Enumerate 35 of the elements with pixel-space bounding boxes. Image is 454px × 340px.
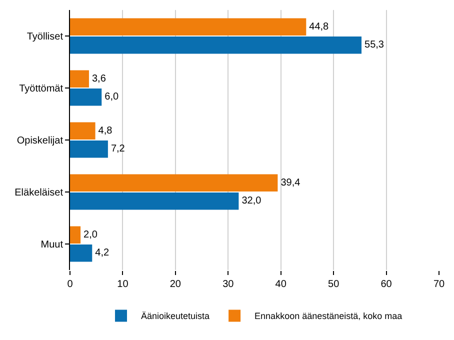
bar <box>70 122 96 140</box>
y-tick-label: Työlliset <box>26 32 64 42</box>
data-label: 3,6 <box>92 73 106 84</box>
bar <box>70 36 362 54</box>
y-tick-label: Eläkeläiset <box>14 188 64 198</box>
bar <box>70 192 239 210</box>
bar <box>70 70 89 88</box>
data-label: 7,2 <box>110 144 126 155</box>
legend-label: Ennakkoon äänestäneistä, koko maa <box>254 311 402 322</box>
x-tick-label: 60 <box>380 279 392 290</box>
x-tick-label: 10 <box>117 279 129 290</box>
x-tick-label: 70 <box>433 279 445 290</box>
data-label: 2,0 <box>84 229 98 240</box>
y-tick-label: Muut <box>40 240 64 250</box>
bar <box>70 88 102 106</box>
data-label: 4,2 <box>95 248 110 259</box>
x-tick-label: 40 <box>275 279 287 290</box>
bar <box>70 226 81 244</box>
data-label: 55,3 <box>364 40 384 51</box>
bar <box>70 244 92 262</box>
data-label: 6,0 <box>104 92 119 103</box>
y-tick-label: Työttömät <box>19 84 64 94</box>
data-label: 39,4 <box>280 177 301 188</box>
x-tick-label: 20 <box>170 279 182 290</box>
y-tick-label: Opiskelijat <box>16 136 64 146</box>
bar <box>70 140 108 158</box>
bar <box>70 18 306 36</box>
data-label: 44,8 <box>309 21 330 32</box>
data-label: 4,8 <box>98 125 113 136</box>
x-tick-label: 50 <box>328 279 340 290</box>
data-label: 32,0 <box>242 196 262 207</box>
x-tick-label: 30 <box>222 279 234 290</box>
x-tick-label: 0 <box>67 279 74 290</box>
legend-label: Äänioikeutetuista <box>141 311 210 322</box>
bar <box>70 174 278 192</box>
